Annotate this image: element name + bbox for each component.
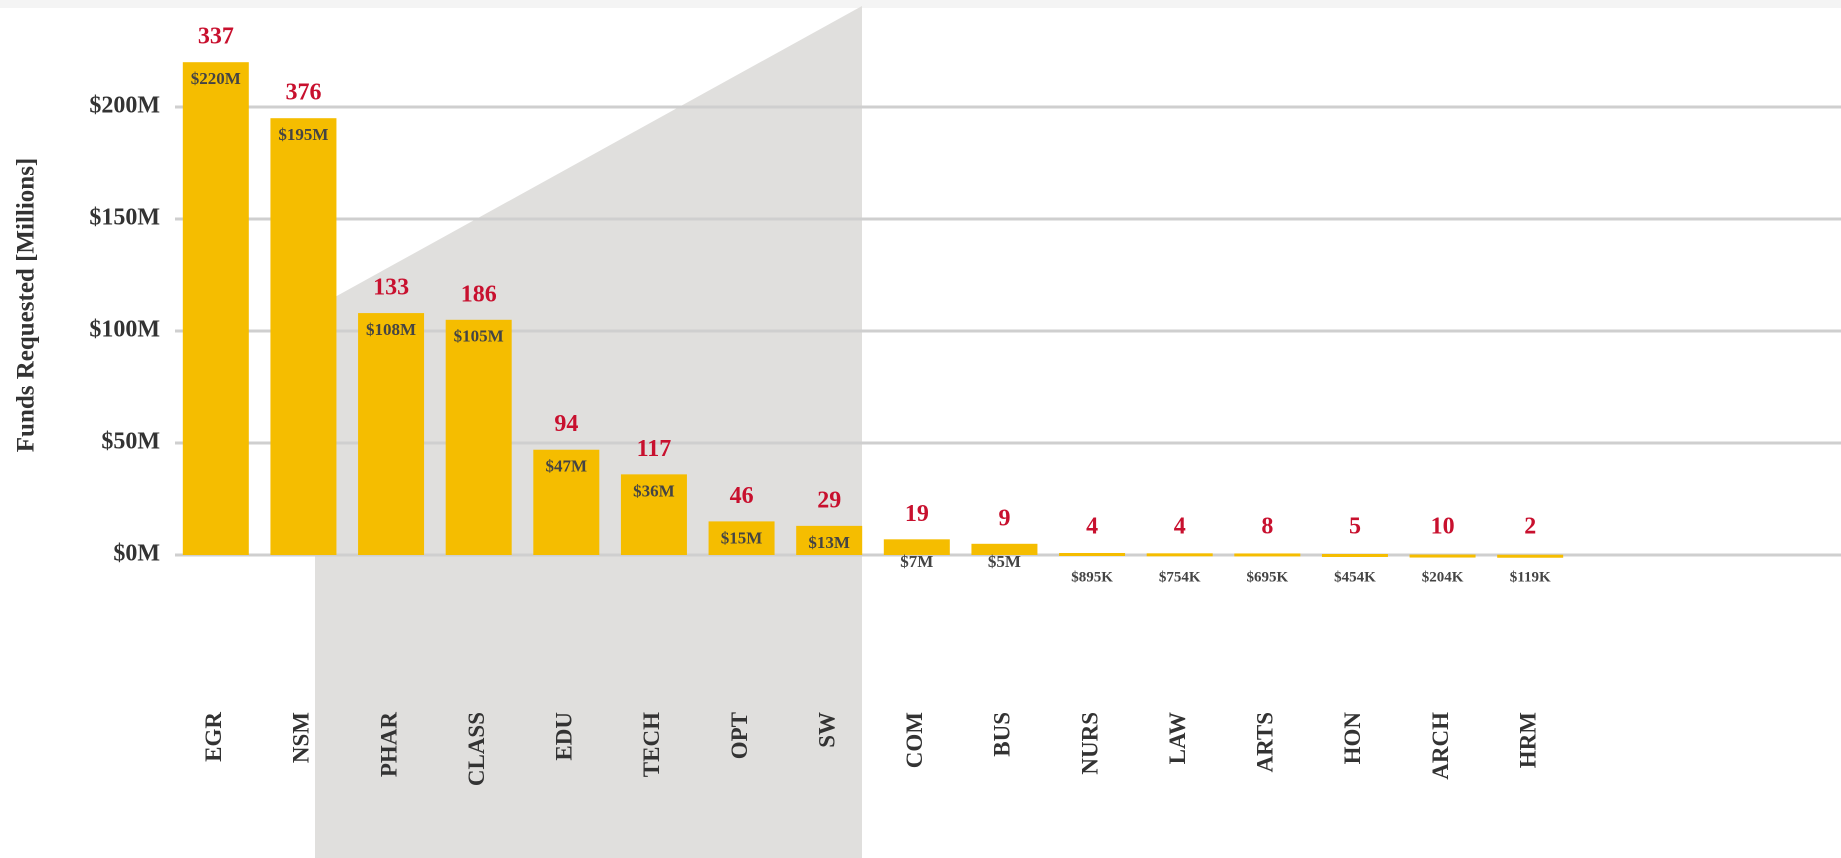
- x-tick-label: HRM: [1515, 712, 1540, 769]
- bar: [358, 313, 425, 555]
- count-label: 46: [730, 483, 754, 509]
- value-label: $13M: [808, 533, 850, 552]
- value-label: $108M: [366, 320, 416, 339]
- value-label: $454K: [1334, 569, 1376, 585]
- count-label: 133: [373, 275, 409, 301]
- x-tick-label: EGR: [201, 712, 226, 762]
- value-label: $47M: [546, 457, 588, 476]
- grid: $0M $50M $100M $150M $200M: [89, 93, 1841, 567]
- x-tick-label: COM: [902, 712, 927, 769]
- x-tick-label: ARCH: [1428, 712, 1453, 780]
- value-label: $195M: [278, 125, 328, 144]
- value-label: $895K: [1071, 569, 1113, 585]
- count-label: 376: [285, 80, 321, 106]
- count-label: 2: [1524, 514, 1536, 540]
- count-label: 9: [998, 505, 1010, 531]
- y-tick-label: $100M: [89, 317, 160, 343]
- bar: [270, 118, 337, 555]
- value-label: $119K: [1510, 569, 1551, 585]
- x-tick-label: CLASS: [464, 712, 489, 786]
- count-label: 337: [198, 24, 234, 50]
- value-label: $15M: [721, 528, 763, 547]
- bar: [1146, 553, 1213, 557]
- bar: [182, 62, 249, 555]
- bar: [1059, 552, 1126, 556]
- count-label: 19: [905, 501, 929, 527]
- x-tick-label: HON: [1340, 712, 1365, 765]
- x-tick-label: OPT: [727, 712, 752, 759]
- y-tick-label: $0M: [113, 541, 160, 567]
- value-label: $36M: [633, 481, 675, 500]
- bar: [620, 474, 687, 555]
- value-label: $105M: [454, 327, 504, 346]
- count-label: 186: [461, 281, 497, 307]
- x-tick-label: LAW: [1165, 712, 1190, 764]
- value-label: $204K: [1422, 569, 1464, 585]
- count-label: 4: [1174, 514, 1186, 540]
- count-label: 117: [637, 436, 672, 462]
- x-tick-label: TECH: [639, 712, 664, 777]
- x-tick-label: ARTS: [1253, 712, 1278, 773]
- x-tick-label: EDU: [552, 712, 577, 761]
- bar: [1321, 553, 1388, 557]
- x-tick-label: SW: [814, 712, 839, 748]
- value-label: $695K: [1246, 569, 1288, 585]
- x-tick-label: BUS: [990, 712, 1015, 757]
- bar: [883, 539, 950, 555]
- count-label: 5: [1349, 514, 1361, 540]
- bar: [708, 521, 775, 555]
- value-label: $5M: [988, 552, 1021, 571]
- x-tick-label: NSM: [289, 712, 314, 763]
- bar: [1409, 554, 1476, 558]
- bar: [1497, 554, 1564, 558]
- value-label: $220M: [191, 69, 241, 88]
- value-label: $754K: [1159, 569, 1201, 585]
- count-label: 10: [1431, 514, 1455, 540]
- bar: [796, 525, 863, 555]
- x-tick-label: NURS: [1077, 712, 1102, 775]
- count-label: 29: [817, 487, 841, 513]
- y-tick-label: $50M: [101, 429, 160, 455]
- y-tick-label: $200M: [89, 93, 160, 119]
- count-label: 4: [1086, 514, 1098, 540]
- bar: [533, 449, 600, 555]
- bar: [971, 543, 1038, 555]
- bar: [445, 319, 512, 555]
- bar: [1234, 553, 1301, 557]
- y-axis-label: Funds Requested [Millions]: [13, 158, 40, 452]
- x-tick-label: PHAR: [376, 712, 401, 778]
- bars: $220M 337 EGR $195M 376 NSM $108M 133 PHAR $105M 1…: [182, 24, 1564, 786]
- y-tick-label: $150M: [89, 205, 160, 231]
- count-label: 94: [554, 411, 578, 437]
- count-label: 8: [1261, 514, 1273, 540]
- value-label: $7M: [900, 552, 933, 571]
